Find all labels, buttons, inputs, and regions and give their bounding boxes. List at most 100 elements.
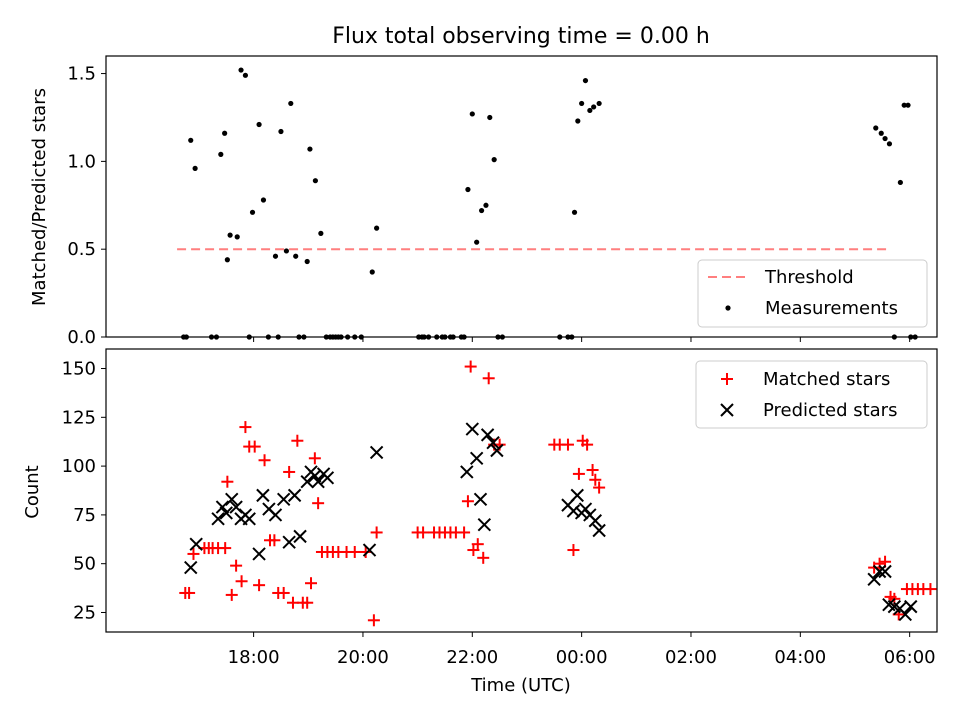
measurement-point <box>908 334 914 340</box>
matched-star-point <box>268 534 281 547</box>
x-tick-label: 02:00 <box>665 647 717 668</box>
measurement-point <box>478 207 485 214</box>
bottom-legend: Matched stars Predicted stars <box>695 360 928 429</box>
measurement-point <box>571 209 578 215</box>
measurement-point <box>222 130 228 136</box>
measurement-point <box>318 230 324 236</box>
measurement-point <box>461 334 467 340</box>
measurement-point <box>283 248 290 254</box>
matched-star-point <box>561 438 574 451</box>
measurement-point <box>183 334 189 340</box>
predicted-star-point <box>300 475 314 489</box>
measurement-point <box>304 258 310 265</box>
bottom-y-axis-label: Count <box>22 465 43 518</box>
bottom-y-tick-label: 25 <box>73 602 96 623</box>
top-y-tick-label: 1.5 <box>67 64 96 85</box>
predicted-star-point <box>460 465 474 479</box>
predicted-star-point <box>469 451 484 466</box>
measurement-point <box>242 72 249 78</box>
predicted-star-point <box>276 492 291 506</box>
matched-star-point <box>567 544 580 557</box>
measurement-point <box>474 239 480 245</box>
measurement-point <box>487 114 493 121</box>
measurement-point <box>442 334 448 340</box>
matched-star-point <box>593 481 606 494</box>
measurement-point <box>905 102 911 108</box>
measurement-point <box>218 151 224 157</box>
predicted-star-point <box>465 422 480 436</box>
predicted-star-point <box>268 508 283 522</box>
matched-star-point <box>308 452 321 465</box>
measurement-point <box>587 107 593 114</box>
measurement-point <box>873 125 879 131</box>
bottom-y-tick-label: 125 <box>62 407 96 428</box>
measurement-point <box>246 334 252 340</box>
matched-star-point <box>277 586 290 599</box>
measurement-point <box>265 334 271 340</box>
measurement-point <box>188 137 194 143</box>
measurement-point <box>897 179 903 186</box>
measurement-point <box>469 111 475 117</box>
predicted-star-point <box>477 517 492 532</box>
measurement-point <box>495 334 501 340</box>
bottom-legend-box <box>695 360 928 429</box>
measurement-point <box>425 334 432 340</box>
measurement-point <box>434 334 440 340</box>
predicted-star-point <box>588 514 603 528</box>
legend-measurement-swatch <box>725 305 731 311</box>
measurement-point <box>224 257 230 263</box>
predicted-star-point <box>242 512 256 526</box>
predicted-star-point <box>592 523 606 538</box>
bottom-y-tick-label: 150 <box>62 359 96 380</box>
measurement-point <box>307 146 313 152</box>
predicted-star-point <box>184 560 198 575</box>
measurement-point <box>421 334 427 340</box>
matched-star-point <box>589 473 602 486</box>
measurement-point <box>886 141 893 147</box>
top-legend-box <box>697 259 928 328</box>
bottom-plot-frame <box>105 348 938 633</box>
matched-star-point <box>482 372 495 385</box>
measurement-point <box>912 334 918 340</box>
measurement-point <box>234 234 240 240</box>
matched-star-point <box>283 465 296 478</box>
matched-star-point <box>873 557 886 570</box>
measurement-point <box>369 269 375 275</box>
measurement-point <box>301 334 307 340</box>
measurement-point <box>275 334 281 340</box>
predicted-star-point <box>311 475 325 489</box>
predicted-star-point <box>566 504 581 518</box>
matched-star-point <box>230 559 243 572</box>
predicted-star-point <box>219 506 233 520</box>
measurement-point <box>901 102 907 108</box>
measurement-point <box>208 334 215 340</box>
x-tick-label: 18:00 <box>228 647 280 668</box>
matched-star-point <box>464 360 477 373</box>
matched-star-point <box>187 547 200 560</box>
legend-predicted-label: Predicted stars <box>763 400 897 421</box>
measurement-point <box>483 202 489 208</box>
predicted-star-point <box>570 488 584 503</box>
measurement-point <box>491 157 497 163</box>
matched-star-point <box>370 526 383 539</box>
x-tick-label: 06:00 <box>884 647 936 668</box>
matched-star-point <box>458 526 471 539</box>
count-points <box>179 360 937 627</box>
measurement-point <box>260 197 267 203</box>
legend-threshold-label: Threshold <box>764 267 854 288</box>
matched-star-point <box>586 464 599 477</box>
matched-star-point <box>348 545 361 558</box>
predicted-star-point <box>252 547 266 561</box>
bottom-y-tick-label: 50 <box>73 554 96 575</box>
matched-star-point <box>924 583 937 596</box>
measurement-point <box>227 232 233 238</box>
predicted-star-point <box>904 599 918 614</box>
x-axis-label: Time (UTC) <box>470 675 571 696</box>
top-legend: Threshold Measurements <box>697 259 928 328</box>
matched-star-point <box>248 440 261 453</box>
measurement-point <box>579 100 585 107</box>
legend-predicted-swatch <box>720 403 734 417</box>
measurement-point <box>582 77 589 84</box>
